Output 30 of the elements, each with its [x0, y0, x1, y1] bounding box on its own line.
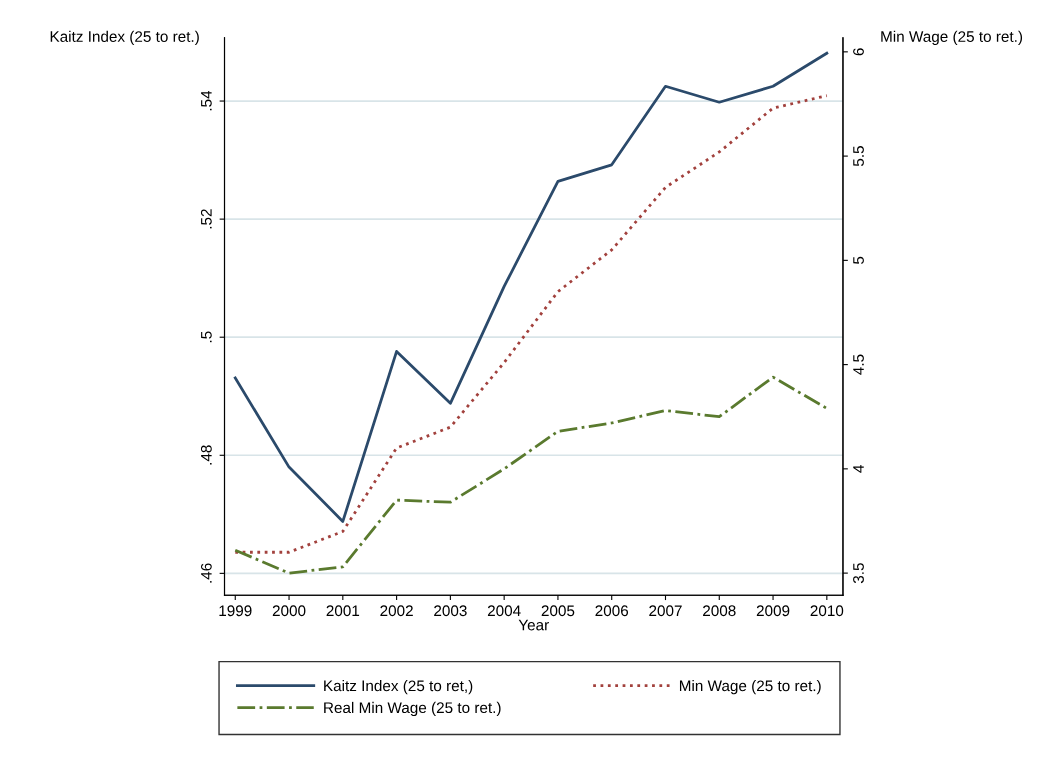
y2-tick-label: 6 — [853, 48, 864, 56]
x-axis-title: Year — [518, 619, 549, 631]
x-tick-label: 2003 — [434, 605, 467, 617]
legend-label: Min Wage (25 to ret.) — [679, 679, 821, 695]
x-tick-label: 2007 — [649, 605, 682, 617]
y-tick-label: .52 — [200, 209, 212, 229]
x-tick-label: 2005 — [541, 605, 575, 617]
x-tick-label: 2004 — [487, 605, 521, 617]
y-axis-title: Kaitz Index (25 to ret.) — [50, 30, 199, 45]
y2-tick-label: 4.5 — [853, 354, 864, 375]
x-tick-label: 2010 — [810, 605, 844, 617]
y2-tick-label: 5.5 — [853, 146, 864, 167]
x-tick-label: 1999 — [219, 605, 252, 617]
x-tick-label: 2008 — [703, 605, 736, 617]
legend-label: Kaitz Index (25 to ret,) — [324, 679, 473, 695]
y2-tick-label: 5 — [853, 256, 864, 264]
y2-axis-title: Min Wage (25 to ret.) — [881, 30, 1023, 45]
x-tick-label: 2009 — [756, 605, 790, 617]
y-tick-label: .5 — [201, 331, 212, 343]
x-tick-label: 2002 — [380, 605, 413, 617]
x-tick-label: 2000 — [272, 605, 306, 617]
x-tick-label: 2001 — [326, 605, 360, 617]
y2-tick-label: 4 — [853, 465, 864, 473]
y-tick-label: .54 — [201, 90, 212, 111]
line-series — [233, 375, 829, 575]
y-tick-label: .46 — [200, 563, 212, 583]
legend-label: Real Min Wage (25 to ret.) — [324, 701, 501, 717]
y-tick-label: .48 — [200, 445, 212, 465]
y2-tick-label: 3.5 — [853, 563, 864, 584]
x-tick-label: 2006 — [595, 605, 629, 617]
